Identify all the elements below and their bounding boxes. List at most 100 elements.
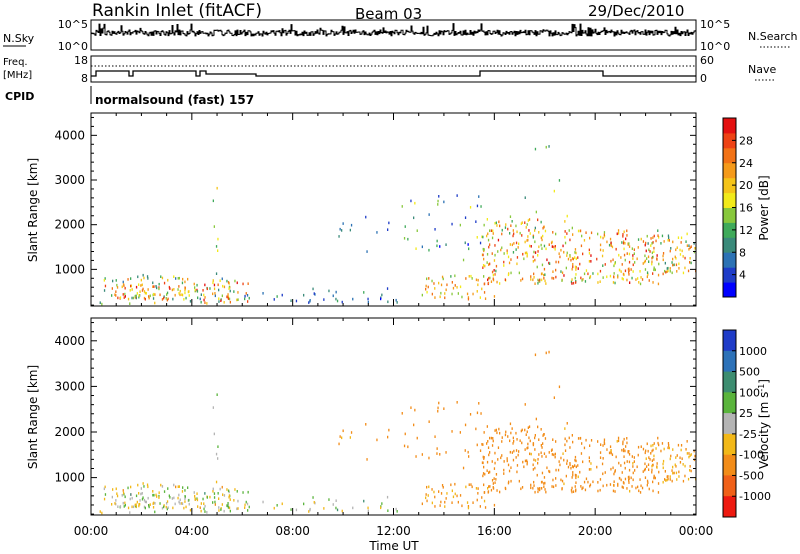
power-cell xyxy=(142,273,144,277)
power-cell xyxy=(681,249,683,253)
power-y-tick-label: 4000 xyxy=(54,128,85,142)
power-cell xyxy=(487,281,490,285)
velocity-cell xyxy=(495,478,497,481)
velocity-cell xyxy=(637,453,639,457)
power-colorbar-swatch xyxy=(723,132,736,149)
velocity-cell xyxy=(482,461,484,465)
power-cell xyxy=(492,273,494,277)
power-cell xyxy=(651,256,653,260)
velocity-cell xyxy=(530,483,532,487)
velocity-cell xyxy=(651,459,653,462)
power-cell xyxy=(491,252,493,255)
power-cell xyxy=(491,236,494,240)
velocity-cell xyxy=(497,458,499,461)
power-cell xyxy=(506,251,508,255)
power-cell xyxy=(452,286,455,290)
power-cell xyxy=(566,251,568,255)
power-cell xyxy=(403,237,406,240)
velocity-cell xyxy=(609,483,612,486)
velocity-cell xyxy=(686,440,688,443)
velocity-cell xyxy=(574,473,577,477)
power-cell xyxy=(467,296,470,299)
velocity-cell xyxy=(512,442,514,445)
velocity-cell xyxy=(651,464,653,468)
power-cell xyxy=(338,235,340,238)
power-cell xyxy=(527,238,529,242)
velocity-cell xyxy=(181,502,184,505)
power-cell xyxy=(566,232,568,235)
velocity-cell xyxy=(566,439,568,443)
power-cell xyxy=(623,253,626,257)
velocity-cell xyxy=(425,493,427,496)
power-cell xyxy=(295,299,298,303)
power-cell xyxy=(454,284,456,287)
power-cell xyxy=(152,281,154,285)
velocity-cell xyxy=(367,509,369,513)
power-cell xyxy=(131,296,133,300)
velocity-cell xyxy=(539,488,541,492)
power-cell xyxy=(489,276,491,280)
velocity-cell xyxy=(653,476,655,480)
power-cell xyxy=(680,236,683,240)
velocity-cell xyxy=(499,431,501,435)
power-cell xyxy=(134,294,136,298)
power-cell xyxy=(540,220,542,224)
velocity-cell xyxy=(555,484,557,487)
velocity-cell xyxy=(213,496,216,499)
power-cell xyxy=(246,294,249,297)
velocity-cell xyxy=(667,475,669,478)
power-cell xyxy=(214,294,216,298)
power-cell xyxy=(572,233,574,236)
power-cell xyxy=(637,246,639,249)
power-cell xyxy=(533,272,535,276)
power-cell xyxy=(262,292,264,295)
power-cell xyxy=(367,297,369,301)
velocity-cell xyxy=(184,500,186,503)
power-cell xyxy=(612,258,614,262)
power-cell xyxy=(658,236,660,239)
velocity-colorbar-tick-label: -500 xyxy=(739,469,764,482)
power-cell xyxy=(537,250,539,253)
power-cell xyxy=(227,281,230,284)
power-cell xyxy=(585,269,588,272)
power-cell xyxy=(528,229,530,232)
velocity-cell xyxy=(177,496,179,500)
power-cell xyxy=(641,278,644,281)
velocity-cell xyxy=(694,454,696,458)
velocity-cell xyxy=(575,465,577,469)
velocity-cell xyxy=(468,483,470,486)
power-cell xyxy=(612,281,615,284)
power-cell xyxy=(642,240,645,243)
velocity-cell xyxy=(213,492,216,495)
power-cell xyxy=(221,294,223,298)
power-cell xyxy=(456,286,458,289)
velocity-cell xyxy=(662,459,665,463)
velocity-cell xyxy=(487,440,489,443)
power-cell xyxy=(550,241,553,245)
velocity-cell xyxy=(669,478,671,481)
velocity-cell xyxy=(454,492,456,496)
power-cell xyxy=(667,269,669,273)
power-cell xyxy=(188,294,190,297)
power-cell xyxy=(507,227,509,231)
power-cell xyxy=(218,297,220,300)
power-cell xyxy=(599,243,602,247)
velocity-cell xyxy=(173,496,175,500)
power-cell xyxy=(644,259,646,263)
power-cell xyxy=(451,222,453,226)
velocity-cell xyxy=(530,486,532,490)
velocity-cell xyxy=(144,500,146,504)
power-cell xyxy=(551,276,553,280)
velocity-cell xyxy=(226,504,228,507)
velocity-cell xyxy=(679,456,681,460)
power-cell xyxy=(468,247,470,251)
power-cell xyxy=(212,292,214,296)
velocity-cell xyxy=(494,481,496,484)
power-cell xyxy=(615,247,617,251)
velocity-cell xyxy=(486,469,488,472)
velocity-cell xyxy=(158,491,160,494)
power-cell xyxy=(218,288,220,292)
velocity-cell xyxy=(610,451,612,454)
power-cell xyxy=(542,226,544,230)
velocity-cell xyxy=(178,485,180,488)
